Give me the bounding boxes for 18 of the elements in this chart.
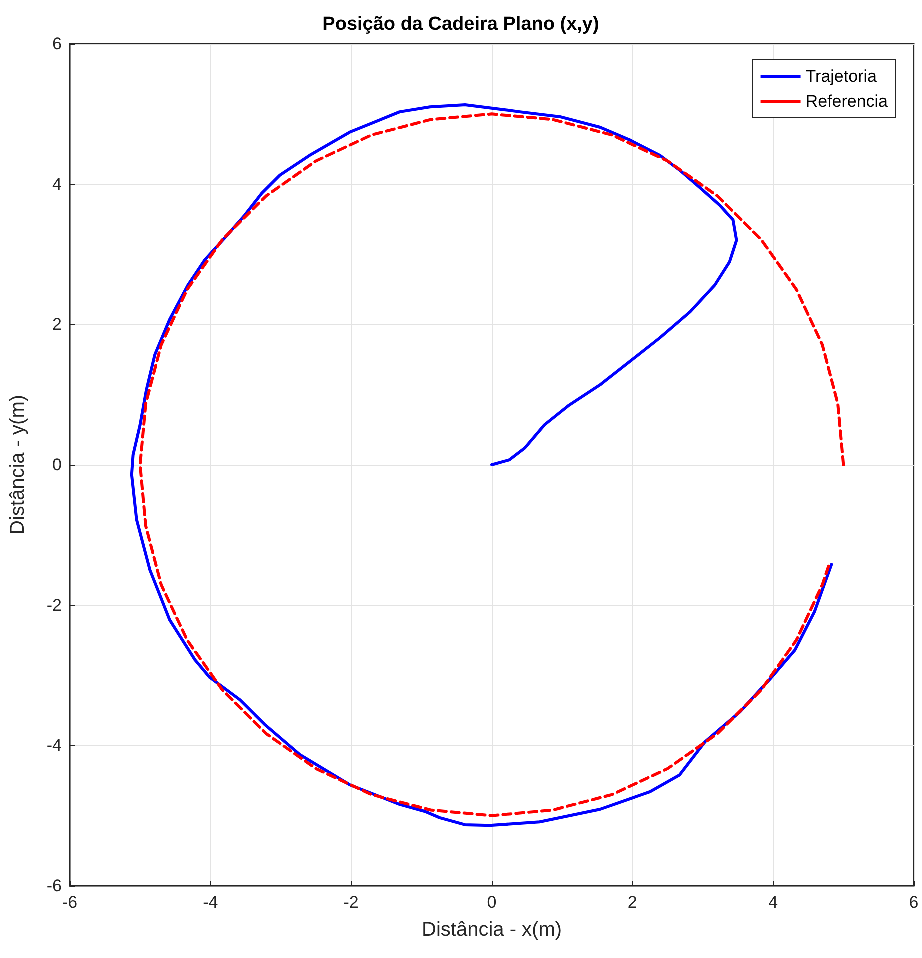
x-tick-label: -2 <box>344 893 359 912</box>
y-tick-label: -4 <box>46 736 62 756</box>
x-tick-label: 6 <box>909 893 919 912</box>
y-tick-label: -6 <box>46 876 62 896</box>
legend-label: Referencia <box>806 92 889 111</box>
y-tick-label: 2 <box>52 315 62 334</box>
x-tick-label: -4 <box>203 893 218 912</box>
y-tick-label: -2 <box>46 596 62 615</box>
x-axis-title: Distância - x(m) <box>422 919 562 941</box>
x-tick-label: 0 <box>487 893 497 912</box>
y-tick-label: 4 <box>52 174 62 194</box>
legend-label: Trajetoria <box>806 67 878 86</box>
y-tick-label: 6 <box>52 34 62 54</box>
chart-title: Posição da Cadeira Plano (x,y) <box>322 14 600 35</box>
x-tick-label: 4 <box>768 893 778 912</box>
x-tick-label: 2 <box>628 893 638 912</box>
y-axis-title: Distância - y(m) <box>7 394 29 536</box>
y-tick-label: 0 <box>52 456 62 474</box>
